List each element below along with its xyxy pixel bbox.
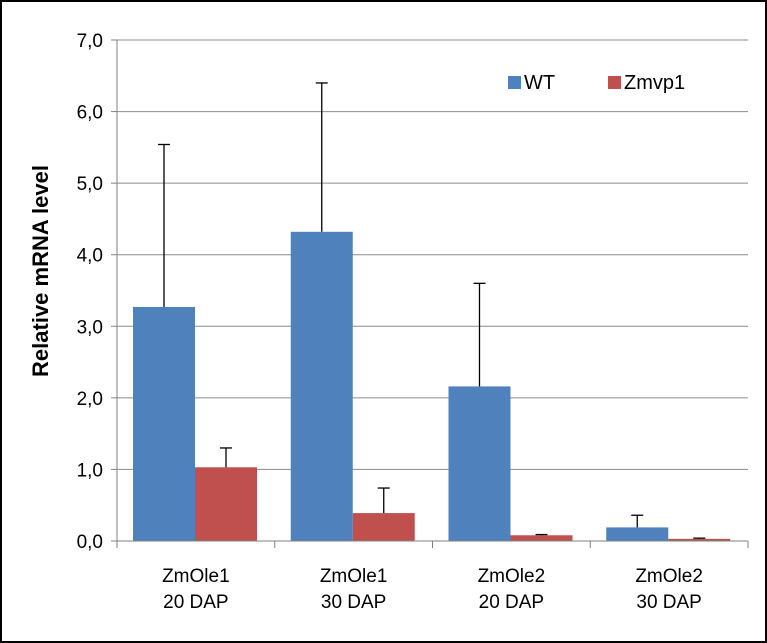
bars <box>133 231 731 541</box>
x-category-label: ZmOle1 <box>162 566 230 587</box>
y-tick-labels: 0,0 1,0 2,0 3,0 4,0 5,0 6,0 7,0 <box>77 31 103 553</box>
y-tick-label: 5,0 <box>77 174 103 195</box>
x-category-label: 30 DAP <box>636 592 701 613</box>
y-tick-label: 3,0 <box>77 317 103 338</box>
bar-wt <box>290 231 353 541</box>
y-tick-label: 2,0 <box>77 389 103 410</box>
bar-zmvp1 <box>510 535 573 541</box>
bar-zmvp1 <box>668 538 731 541</box>
error-bars <box>158 82 706 539</box>
bar-zmvp1 <box>352 513 415 541</box>
gridlines <box>117 39 748 470</box>
legend-label-zmvp1: Zmvp1 <box>624 72 685 94</box>
bar-wt <box>606 527 669 541</box>
bar-wt <box>448 386 511 541</box>
bar-wt <box>133 306 195 541</box>
x-category-label: ZmOle2 <box>635 566 703 587</box>
x-category-label: 20 DAP <box>163 592 228 613</box>
legend-label-wt: WT <box>524 72 555 94</box>
x-category-labels: ZmOle1 20 DAP ZmOle1 30 DAP ZmOle2 20 DAP ZmOl… <box>162 566 703 613</box>
x-category-label: ZmOle1 <box>320 566 388 587</box>
x-category-label: 30 DAP <box>321 592 386 613</box>
y-tick-label: 0,0 <box>77 532 103 553</box>
legend-swatch-wt <box>508 76 521 89</box>
x-category-label: ZmOle2 <box>478 566 546 587</box>
axes <box>111 39 749 548</box>
x-category-label: 20 DAP <box>479 592 544 613</box>
y-tick-label: 7,0 <box>77 31 103 52</box>
legend-swatch-zmvp1 <box>608 76 621 89</box>
y-tick-label: 1,0 <box>77 460 103 481</box>
y-axis-title: Relative mRNA level <box>28 165 53 377</box>
y-tick-label: 6,0 <box>77 103 103 124</box>
y-tick-label: 4,0 <box>77 246 103 267</box>
legend: WT Zmvp1 <box>508 72 685 94</box>
bar-zmvp1 <box>195 467 257 541</box>
